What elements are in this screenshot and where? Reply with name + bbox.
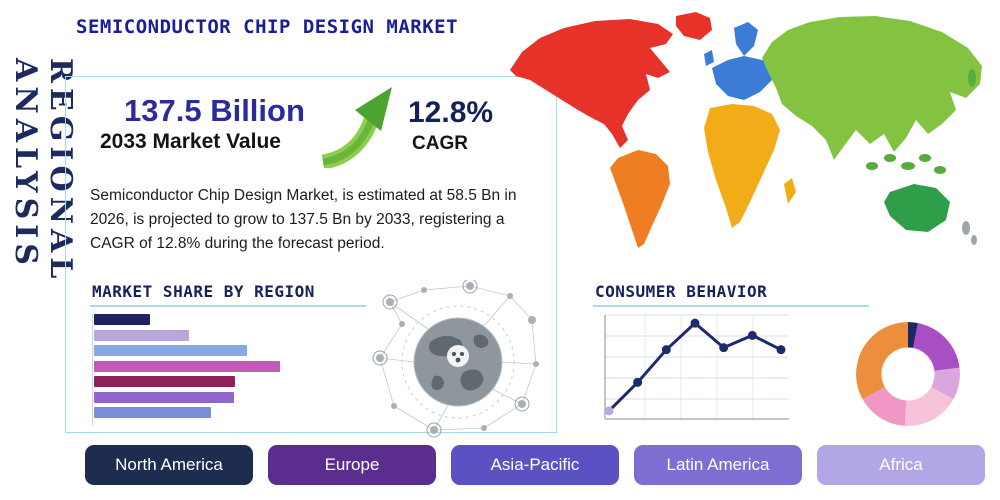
market-share-underline bbox=[90, 305, 366, 307]
continent-south-america bbox=[610, 150, 670, 248]
donut-chart bbox=[856, 322, 960, 426]
continent-europe bbox=[712, 56, 776, 100]
growth-arrow-icon bbox=[321, 87, 392, 168]
continent-greenland bbox=[676, 12, 712, 40]
section-title-consumer-behavior: CONSUMER BEHAVIOR bbox=[595, 282, 768, 301]
region-bar-chart bbox=[92, 314, 280, 426]
line-marker-3 bbox=[661, 345, 671, 355]
line-series bbox=[604, 318, 786, 416]
market-share-bar-2 bbox=[94, 329, 189, 341]
line-marker-7 bbox=[776, 345, 786, 355]
island-madagascar bbox=[784, 178, 796, 204]
region-buttons: North America Europe Asia-Pacific Latin Ame… bbox=[85, 445, 985, 485]
market-value: 137.5 Billion bbox=[124, 93, 305, 128]
globe-network-illustration bbox=[372, 280, 539, 438]
market-share-bar-3 bbox=[94, 345, 247, 356]
continent-asia bbox=[762, 16, 982, 160]
consumer-behavior-underline bbox=[593, 305, 869, 307]
world-map bbox=[510, 12, 982, 248]
continent-north-america bbox=[510, 19, 673, 148]
region-button-africa[interactable]: Africa bbox=[817, 445, 985, 485]
continent-africa bbox=[704, 104, 780, 228]
line-marker-1 bbox=[604, 406, 614, 416]
region-uk bbox=[704, 50, 714, 66]
market-share-bar-1 bbox=[94, 314, 150, 325]
region-button-asia-pacific[interactable]: Asia-Pacific bbox=[451, 445, 619, 485]
section-title-market-share: MARKET SHARE BY REGION bbox=[92, 282, 315, 301]
market-share-bar-5 bbox=[94, 376, 236, 387]
cagr-block: 12.8% CAGR bbox=[408, 96, 493, 155]
market-share-bar-7 bbox=[94, 407, 212, 418]
region-button-europe[interactable]: Europe bbox=[268, 445, 436, 485]
line-marker-6 bbox=[747, 330, 757, 340]
market-description: Semiconductor Chip Design Market, is est… bbox=[90, 187, 517, 253]
region-button-north-america[interactable]: North America bbox=[85, 445, 253, 485]
line-marker-5 bbox=[719, 343, 729, 353]
consumer-line-chart bbox=[604, 314, 789, 420]
market-value-block: 137.5 Billion 2033 Market Value bbox=[100, 93, 305, 154]
region-button-latin-america[interactable]: Latin America bbox=[634, 445, 802, 485]
line-marker-4 bbox=[690, 318, 700, 328]
content-panel bbox=[65, 76, 557, 433]
page-title: SEMICONDUCTOR CHIP DESIGN MARKET bbox=[76, 16, 459, 38]
region-scandinavia bbox=[734, 22, 758, 56]
market-share-bar-6 bbox=[94, 391, 234, 403]
market-share-bar-4 bbox=[94, 360, 280, 372]
line-marker-2 bbox=[633, 377, 643, 387]
cagr-value: 12.8% bbox=[408, 96, 494, 129]
islands-southeast-asia bbox=[866, 69, 976, 174]
islands-new-zealand bbox=[962, 221, 977, 245]
side-label-regional-analysis: REGIONAL ANALYSIS bbox=[8, 58, 78, 284]
cagr-label: CAGR bbox=[412, 133, 468, 154]
market-value-label: 2033 Market Value bbox=[100, 130, 281, 154]
continent-australia bbox=[884, 184, 950, 232]
